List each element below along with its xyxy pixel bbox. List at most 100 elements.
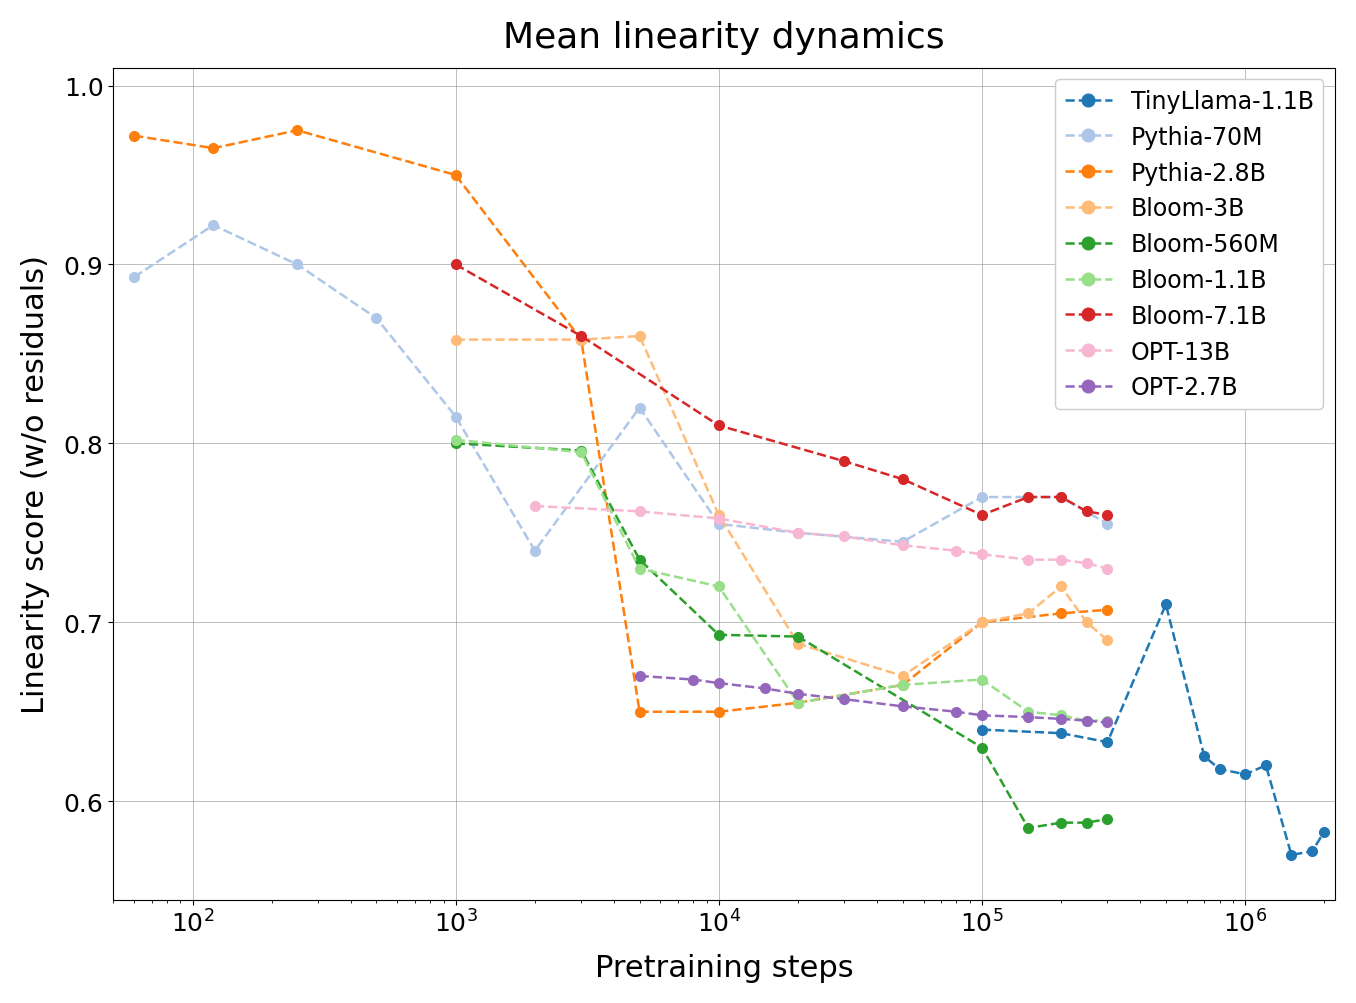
OPT-2.7B [1054,713,1070,725]
Pythia-70M [711,519,727,531]
OPT-2.7B [974,709,990,721]
OPT-2.7B [1020,711,1036,723]
Bloom-1.1B [1054,709,1070,721]
OPT-13B [974,549,990,561]
Line: Pythia-2.8B: Pythia-2.8B [129,126,1112,717]
TinyLlama-1.1B [974,724,990,736]
OPT-2.7B [757,683,773,695]
TinyLlama-1.1B [1100,736,1116,748]
Bloom-560M [974,742,990,754]
Pythia-70M [895,537,911,549]
Bloom-7.1B [895,473,911,485]
OPT-2.7B [837,693,853,705]
Bloom-3B [1054,581,1070,593]
Bloom-1.1B [447,434,464,446]
TinyLlama-1.1B [1258,759,1275,771]
Pythia-70M [205,220,221,232]
Y-axis label: Linearity score (w/o residuals): Linearity score (w/o residuals) [20,255,50,713]
Line: TinyLlama-1.1B: TinyLlama-1.1B [978,600,1329,860]
OPT-2.7B [685,674,701,686]
OPT-13B [1020,554,1036,566]
Bloom-560M [1054,816,1070,828]
OPT-13B [791,528,807,540]
Bloom-560M [1078,816,1094,828]
Pythia-70M [974,491,990,504]
Bloom-560M [1100,813,1116,825]
Bloom-560M [791,631,807,643]
Bloom-7.1B [574,331,590,343]
TinyLlama-1.1B [1283,849,1299,861]
Bloom-3B [632,331,648,343]
Line: OPT-13B: OPT-13B [530,502,1112,574]
OPT-2.7B [1100,717,1116,729]
Pythia-2.8B [1100,604,1116,616]
Bloom-7.1B [1054,491,1070,504]
Pythia-2.8B [289,125,305,137]
OPT-13B [1054,554,1070,566]
Legend: TinyLlama-1.1B, Pythia-70M, Pythia-2.8B, Bloom-3B, Bloom-560M, Bloom-1.1B, Bloom: TinyLlama-1.1B, Pythia-70M, Pythia-2.8B,… [1055,80,1323,409]
Bloom-1.1B [1100,715,1116,727]
Bloom-1.1B [574,447,590,459]
Pythia-2.8B [895,679,911,691]
Line: Bloom-1.1B: Bloom-1.1B [450,435,1112,726]
Pythia-2.8B [447,170,464,182]
Bloom-1.1B [895,679,911,691]
OPT-2.7B [711,677,727,689]
Pythia-70M [526,546,542,558]
Bloom-3B [447,334,464,346]
Bloom-7.1B [447,259,464,271]
OPT-13B [948,546,964,558]
Bloom-3B [1078,617,1094,629]
Pythia-70M [369,313,385,325]
Bloom-560M [632,554,648,566]
Title: Mean linearity dynamics: Mean linearity dynamics [503,21,945,55]
Pythia-70M [1054,491,1070,504]
Bloom-1.1B [711,581,727,593]
Bloom-7.1B [1020,491,1036,504]
TinyLlama-1.1B [1054,727,1070,739]
Bloom-7.1B [711,420,727,432]
Pythia-2.8B [632,706,648,718]
Bloom-3B [895,670,911,682]
Bloom-7.1B [974,510,990,522]
TinyLlama-1.1B [1211,763,1227,775]
TinyLlama-1.1B [1317,825,1333,838]
Bloom-3B [1100,635,1116,647]
Bloom-3B [574,334,590,346]
Bloom-1.1B [974,674,990,686]
Pythia-70M [289,259,305,271]
Pythia-2.8B [574,334,590,346]
Pythia-2.8B [126,130,142,142]
Bloom-1.1B [632,563,648,575]
TinyLlama-1.1B [1158,599,1174,611]
Bloom-7.1B [1078,506,1094,518]
Bloom-560M [574,445,590,457]
Bloom-1.1B [1020,706,1036,718]
Bloom-7.1B [837,455,853,467]
OPT-2.7B [948,706,964,718]
Bloom-560M [1020,822,1036,834]
Pythia-2.8B [791,697,807,709]
Pythia-2.8B [1054,608,1070,620]
OPT-13B [837,531,853,543]
Line: OPT-2.7B: OPT-2.7B [635,671,1112,727]
Bloom-560M [447,438,464,450]
Pythia-70M [126,272,142,284]
OPT-2.7B [1078,715,1094,727]
Bloom-3B [791,638,807,650]
OPT-2.7B [791,688,807,700]
Bloom-1.1B [1078,715,1094,727]
OPT-13B [895,540,911,552]
TinyLlama-1.1B [1196,750,1212,762]
Bloom-7.1B [1100,510,1116,522]
Line: Bloom-560M: Bloom-560M [450,439,1112,833]
Line: Pythia-70M: Pythia-70M [129,221,1112,556]
OPT-13B [632,506,648,518]
Bloom-1.1B [791,697,807,709]
TinyLlama-1.1B [1237,768,1253,780]
OPT-13B [526,500,542,513]
Bloom-3B [974,617,990,629]
Line: Bloom-7.1B: Bloom-7.1B [450,261,1112,521]
X-axis label: Pretraining steps: Pretraining steps [595,953,853,982]
Pythia-2.8B [711,706,727,718]
